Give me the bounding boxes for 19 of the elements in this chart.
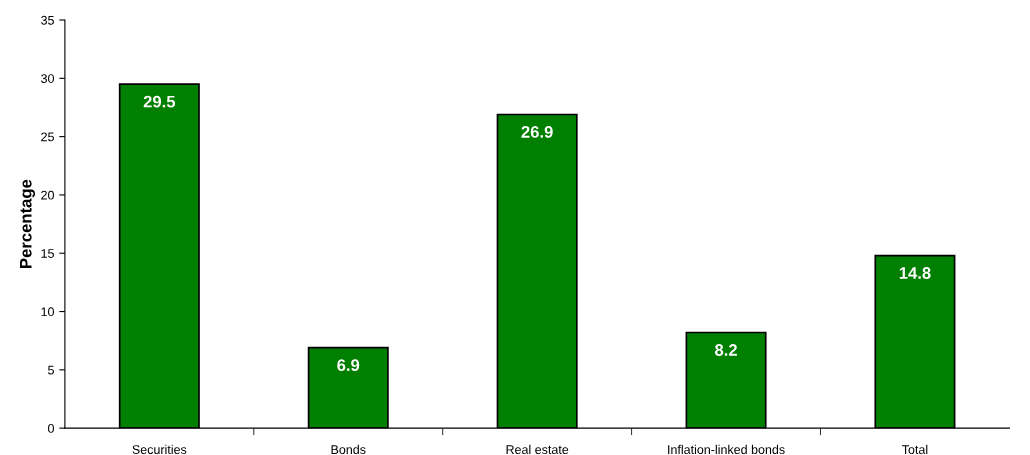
data-label: 29.5 (143, 95, 176, 108)
y-tick-label: 25 (41, 132, 54, 142)
x-tick-label: Securities (132, 444, 187, 454)
y-tick-label: 0 (48, 423, 54, 433)
x-tick-label: Bonds (331, 444, 366, 454)
data-label: 26.9 (521, 126, 553, 138)
y-tick-label: 30 (41, 74, 54, 83)
y-tick-label: 10 (41, 307, 54, 317)
data-label: 6.9 (337, 359, 360, 372)
data-label: 14.8 (899, 267, 931, 279)
y-tick-label: 35 (41, 15, 54, 25)
data-label: 8.2 (714, 344, 737, 356)
x-tick-label: Total (902, 444, 928, 454)
y-tick-label: 20 (41, 190, 54, 200)
x-tick-label: Real estate (506, 444, 569, 454)
x-tick-label: Inflation-linked bonds (668, 444, 785, 454)
y-tick-label: 15 (41, 249, 54, 258)
y-axis-title: Percentage (20, 179, 36, 268)
y-tick-label: 5 (48, 365, 54, 375)
